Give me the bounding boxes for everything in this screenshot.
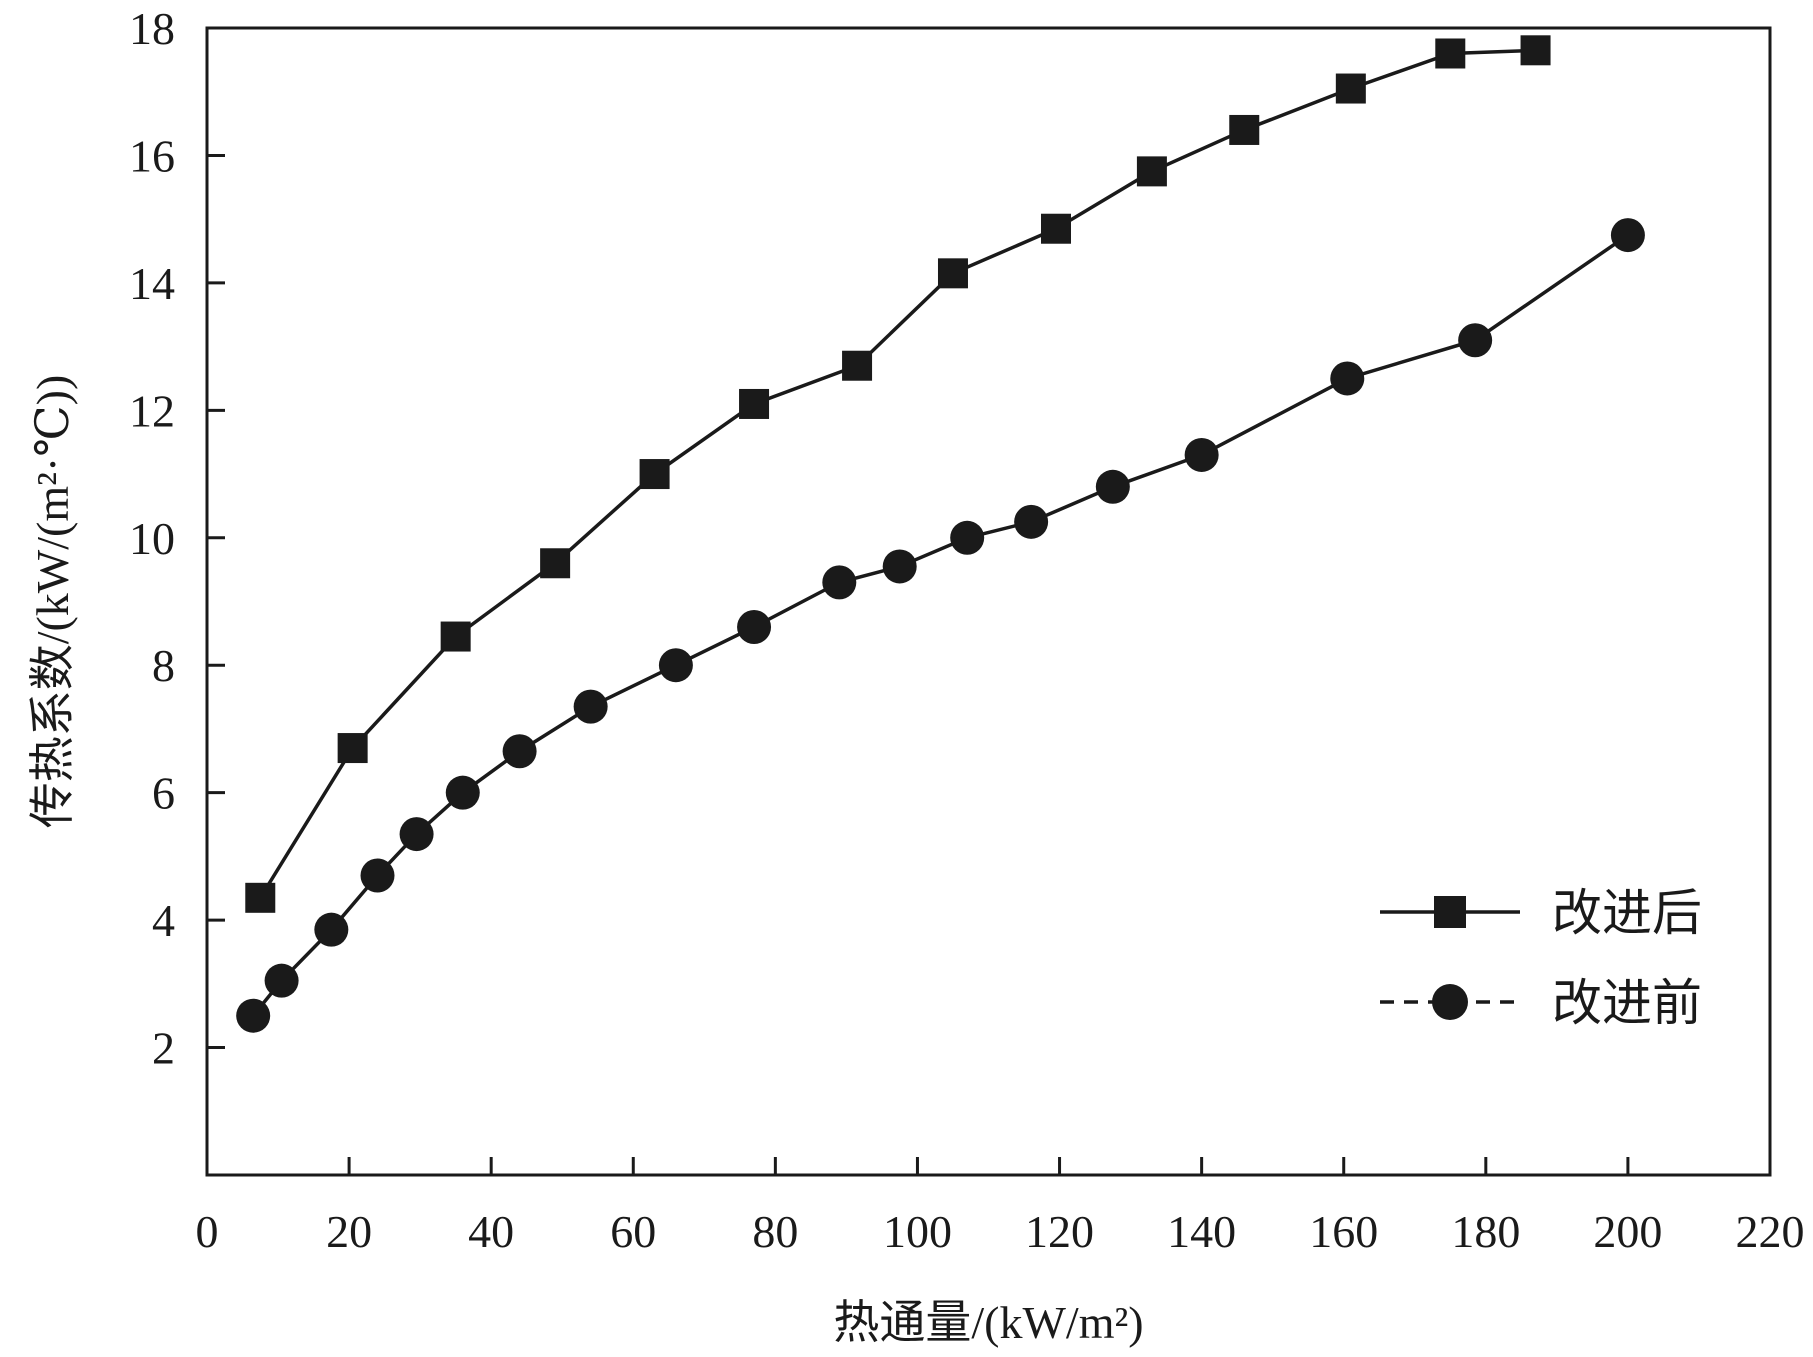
axes: 0 20 40 60 80 100 120 140 160 180 200 220 2 4 6 8 10 12 14… [129,3,1805,1257]
data-point [737,610,771,644]
y-tick-label: 6 [152,768,175,819]
x-tick-label: 200 [1593,1206,1662,1257]
data-point [400,817,434,851]
x-tick-label: 80 [752,1206,798,1257]
data-point [338,733,368,763]
data-point [1185,438,1219,472]
data-point [245,883,275,913]
y-tick-label: 8 [152,640,175,691]
data-point [503,734,537,768]
y-axis-title: 传热系数/(kW/(m²·℃)) [27,375,78,829]
x-tick-label: 0 [196,1206,219,1257]
x-tick-label: 60 [610,1206,656,1257]
x-tick-label: 120 [1025,1206,1094,1257]
x-tick-label: 180 [1451,1206,1520,1257]
data-point [446,776,480,810]
data-point [314,913,348,947]
y-tick-label: 14 [129,258,175,309]
legend-item: 改进后 [1380,885,1702,941]
y-tick-label: 2 [152,1023,175,1074]
data-point [1229,115,1259,145]
data-point [265,964,299,998]
data-point [950,521,984,555]
y-tick-label: 12 [129,385,175,436]
data-point [574,690,608,724]
data-point [883,549,917,583]
x-tick-label: 160 [1309,1206,1378,1257]
data-point [1611,218,1645,252]
data-point [1458,323,1492,357]
data-point [441,622,471,652]
legend-label: 改进前 [1552,975,1702,1031]
data-point [640,459,670,489]
x-tick-label: 40 [468,1206,514,1257]
legend-marker [1432,984,1468,1020]
legend-label: 改进后 [1552,885,1702,941]
legend-marker [1434,896,1466,928]
data-point [236,999,270,1033]
data-point [938,258,968,288]
data-point [739,389,769,419]
data-point [842,351,872,381]
plot-frame [207,28,1770,1175]
data-point [1041,214,1071,244]
data-point [1435,38,1465,68]
data-point [1330,361,1364,395]
data-point [1137,156,1167,186]
data-point [659,648,693,682]
x-tick-label: 20 [326,1206,372,1257]
series-line [260,50,1535,898]
data-point [1521,35,1551,65]
data-point [1336,74,1366,104]
x-tick-label: 220 [1736,1206,1805,1257]
data-point [822,565,856,599]
y-tick-label: 4 [152,895,175,946]
data-point [1096,470,1130,504]
y-tick-label: 18 [129,3,175,54]
y-tick-label: 10 [129,513,175,564]
series-layer [236,35,1645,1032]
data-point [361,859,395,893]
x-tick-label: 100 [883,1206,952,1257]
x-axis-title: 热通量/(kW/m²) [833,1297,1143,1348]
y-tick-label: 16 [129,130,175,181]
series-after [245,35,1550,913]
x-tick-label: 140 [1167,1206,1236,1257]
data-point [540,548,570,578]
data-point [1014,505,1048,539]
legend-item: 改进前 [1380,975,1702,1031]
